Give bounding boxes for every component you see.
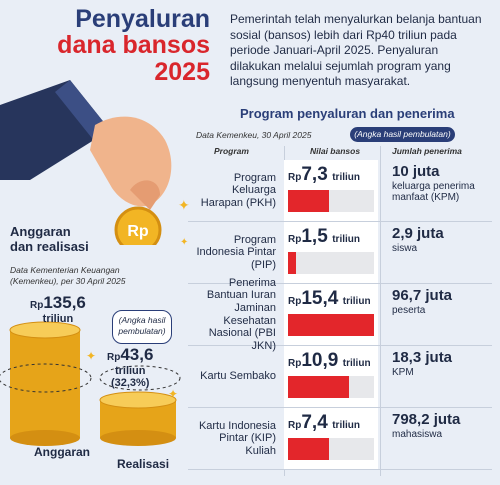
recipients-count: 2,9 juta [392,225,444,242]
header-penerima: Jumlah penerima [392,146,462,156]
recipients-cell: 2,9 juta siswa [384,222,492,283]
recipients-count: 798,2 juta [392,411,461,428]
intro-text: Pemerintah telah menyalurkan belanja ban… [230,12,482,89]
value-cell: Rp15,4 triliun [284,284,378,345]
realisasi-value: Rp43,6 triliun (32,3%) [107,345,154,389]
value-bar [288,438,330,460]
value-bar [288,314,374,336]
value-bar [288,376,349,398]
title-line-2: dana bansos [57,31,210,60]
recipients-desc: mahasiswa [392,428,443,440]
value-cell: Rp7,3 triliun [284,160,378,221]
value-bar-track [288,252,374,274]
value-bar-track [288,438,374,460]
value-bar-track [288,190,374,212]
program-source: Data Kemenkeu, 30 April 2025 [196,130,312,140]
column-divider [380,146,381,476]
recipients-desc: keluarga penerima manfaat (KPM) [392,180,475,204]
program-name: Penerima Bantuan Iuran Jaminan Kesehatan… [206,276,276,352]
value-bar-track [288,376,374,398]
recipients-cell: 96,7 juta peserta [384,284,492,345]
svg-text:✦: ✦ [180,237,188,245]
program-name: Program Keluarga Harapan (PKH) [200,171,276,209]
recipients-count: 18,3 juta [392,349,453,366]
rp-coin-icon [114,206,162,245]
svg-text:✦: ✦ [168,387,178,401]
header-nilai: Nilai bansos [310,146,361,156]
value-text: Rp10,9 triliun [288,350,371,371]
program-table: Program Keluarga Harapan (PKH) Rp7,3 tri… [188,160,492,470]
program-name: Program Indonesia Pintar (PIP) [196,233,277,271]
page-title: Penyaluran dana bansos 2025 [10,6,210,85]
table-row: Kartu Indonesia Pintar (KIP) Kuliah Rp7,… [188,408,492,470]
value-text: Rp7,4 triliun [288,412,360,433]
value-text: Rp7,3 triliun [288,164,360,185]
anggaran-value: Rp135,6 triliun [30,293,86,325]
recipients-desc: siswa [392,242,418,254]
coin-stacks-illustration: ✦ ✦ [0,321,181,446]
title-line-3: 2025 [154,57,210,86]
table-row: Program Indonesia Pintar (PIP) Rp1,5 tri… [188,222,492,284]
svg-text:✦: ✦ [178,197,190,213]
value-bar-track [288,314,374,336]
program-name: Kartu Indonesia Pintar (KIP) Kuliah [198,419,276,457]
budget-source: Data Kementerian Keuangan (Kemenkeu), pe… [10,265,126,286]
title-line-1: Penyaluran [75,5,210,33]
table-row: Kartu Sembako Rp10,9 triliun 18,3 juta K… [188,346,492,408]
recipients-desc: KPM [392,366,414,378]
recipients-desc: peserta [392,304,426,316]
svg-text:Rp: Rp [127,223,149,240]
budget-heading: Anggaran dan realisasi [10,224,89,254]
table-row: Program Keluarga Harapan (PKH) Rp7,3 tri… [188,160,492,222]
anggaran-label: Anggaran [34,445,91,459]
value-cell: Rp7,4 triliun [284,408,378,469]
value-bar [288,252,297,274]
program-section-title: Program penyaluran dan penerima [240,106,455,121]
svg-text:✦: ✦ [86,349,96,363]
budget-note: (Angka hasil pembulatan) [112,310,172,344]
recipients-count: 96,7 juta [392,287,453,304]
header-program: Program [214,146,249,156]
recipients-cell: 18,3 juta KPM [384,346,492,407]
value-cell: Rp1,5 triliun [284,222,378,283]
value-text: Rp15,4 triliun [288,288,371,309]
value-text: Rp1,5 triliun [288,226,360,247]
recipients-count: 10 juta [392,163,440,180]
program-note: (Angka hasil pembulatan) [350,127,455,142]
hand-coin-illustration: Rp ✦ ✦ [0,80,190,245]
realisasi-label: Realisasi [117,457,170,471]
program-name: Kartu Sembako [200,370,276,383]
table-row: Penerima Bantuan Iuran Jaminan Kesehatan… [188,276,492,352]
value-bar [288,190,329,212]
recipients-cell: 798,2 juta mahasiswa [384,408,492,469]
value-cell: Rp10,9 triliun [284,346,378,407]
recipients-cell: 10 juta keluarga penerima manfaat (KPM) [384,160,492,221]
column-headers: Program Nilai bansos Jumlah penerima [196,146,496,160]
